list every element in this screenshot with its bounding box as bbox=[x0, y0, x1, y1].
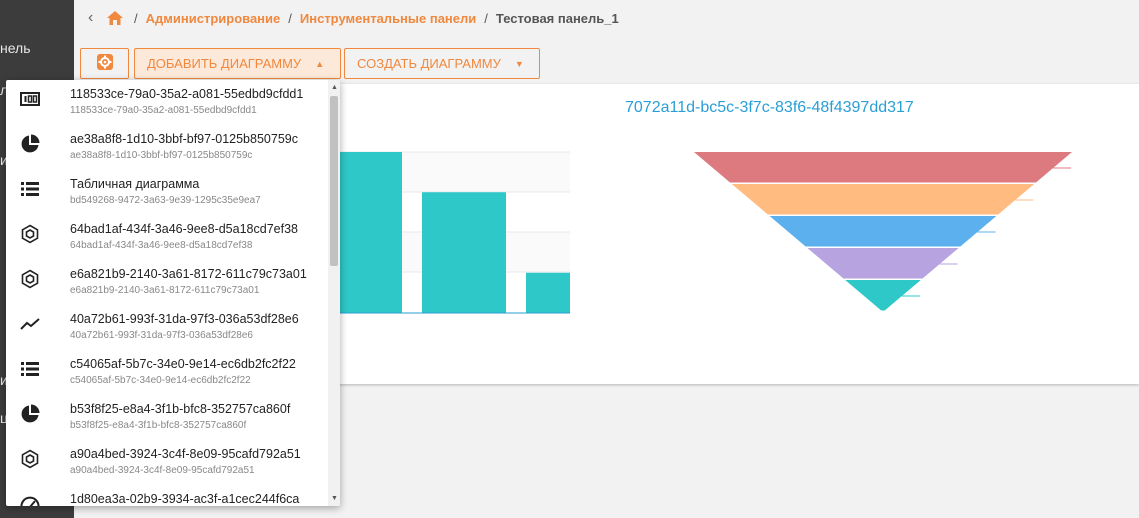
dropdown-item-subtitle: e6a821b9-2140-3a61-8172-611c79c73a01 bbox=[70, 285, 260, 296]
pie-chart-icon bbox=[19, 133, 41, 155]
funnel-slice-0[interactable] bbox=[694, 152, 1072, 183]
hexagon-icon bbox=[19, 223, 41, 245]
scroll-down-icon[interactable]: ▼ bbox=[331, 495, 338, 502]
bar-chart bbox=[318, 150, 570, 318]
dropdown-item-subtitle: 40a72b61-993f-31da-97f3-036a53df28e6 bbox=[70, 330, 253, 341]
dropdown-item-subtitle: c54065af-5b7c-34e0-9e14-ec6db2fc2f22 bbox=[70, 375, 251, 386]
dropdown-item-subtitle: a90a4bed-3924-3c4f-8e09-95cafd792a51 bbox=[70, 465, 255, 476]
create-chart-button[interactable]: СОЗДАТЬ ДИАГРАММУ ▼ bbox=[344, 48, 540, 79]
dropdown-item[interactable]: ae38a8f8-1d10-3bbf-bf97-0125b850759c ae38… bbox=[6, 125, 328, 170]
dropdown-item[interactable]: 40a72b61-993f-31da-97f3-036a53df28e6 40a7… bbox=[6, 305, 328, 350]
dropdown-item-title: e6a821b9-2140-3a61-8172-611c79c73a01 bbox=[70, 267, 307, 281]
create-chart-label: СОЗДАТЬ ДИАГРАММУ bbox=[357, 56, 501, 71]
dropdown-item[interactable]: b53f8f25-e8a4-3f1b-bfc8-352757ca860f b53f… bbox=[6, 395, 328, 440]
dropdown-item[interactable]: a90a4bed-3924-3c4f-8e09-95cafd792a51 a90a… bbox=[6, 440, 328, 485]
funnel-chart-title: 7072a11d-bc5c-3f7c-83f6-48f4397dd317 bbox=[625, 99, 914, 116]
dropdown-item-title: 1d80ea3a-02b9-3934-ac3f-a1cec244f6ca bbox=[70, 492, 300, 506]
dropdown-item[interactable]: 64bad1af-434f-3a46-9ee8-d5a18cd7ef38 64ba… bbox=[6, 215, 328, 260]
sidebar-text-fragment[interactable]: ц bbox=[0, 410, 9, 426]
breadcrumb-separator: / bbox=[134, 10, 138, 26]
dropdown-item-subtitle: 64bad1af-434f-3a46-9ee8-d5a18cd7ef38 bbox=[70, 240, 253, 251]
dropdown-item-subtitle: ae38a8f8-1d10-3bbf-bf97-0125b850759c bbox=[70, 150, 253, 161]
breadcrumb-current: Тестовая панель_1 bbox=[495, 10, 619, 26]
scrollbar-thumb[interactable] bbox=[330, 96, 338, 266]
dropdown-item-title: a90a4bed-3924-3c4f-8e09-95cafd792a51 bbox=[70, 447, 301, 461]
gauge-number-icon bbox=[19, 88, 41, 110]
bar-2[interactable] bbox=[526, 272, 570, 313]
add-chart-button[interactable]: ДОБАВИТЬ ДИАГРАММУ ▲ bbox=[134, 48, 341, 79]
breadcrumb-separator: / bbox=[484, 10, 488, 26]
hexagon-icon bbox=[19, 268, 41, 290]
funnel-slice-4[interactable] bbox=[845, 280, 921, 311]
dropdown-item-subtitle: 118533ce-79a0-35a2-a081-55edbd9cfdd1 bbox=[70, 105, 257, 116]
breadcrumb: ‹ / Администрирование / Инструментальные… bbox=[88, 8, 619, 28]
sidebar-text-fragment[interactable]: и bbox=[0, 372, 8, 388]
dropdown-item-subtitle: b53f8f25-e8a4-3f1b-bfc8-352757ca860f bbox=[70, 420, 247, 431]
dropdown-item-title: 40a72b61-993f-31da-97f3-036a53df28e6 bbox=[70, 312, 299, 326]
pie-chart-icon bbox=[19, 403, 41, 425]
dropdown-item-title: ae38a8f8-1d10-3bbf-bf97-0125b850759c bbox=[70, 132, 298, 146]
funnel-slice-1[interactable] bbox=[731, 184, 1035, 215]
funnel-slice-2[interactable] bbox=[769, 216, 997, 247]
line-chart-icon bbox=[19, 313, 41, 335]
sidebar-text-fragment[interactable]: и bbox=[0, 152, 8, 168]
caret-up-icon: ▲ bbox=[315, 58, 325, 69]
dropdown-item[interactable]: e6a821b9-2140-3a61-8172-611c79c73a01 e6a8… bbox=[6, 260, 328, 305]
sidebar-text-fragment[interactable]: л bbox=[0, 82, 9, 98]
dropdown-item-title: 64bad1af-434f-3a46-9ee8-d5a18cd7ef38 bbox=[70, 222, 298, 236]
table-list-icon bbox=[19, 178, 41, 200]
add-chart-dropdown: 118533ce-79a0-35a2-a081-55edbd9cfdd1 1185… bbox=[6, 80, 340, 506]
bar-1[interactable] bbox=[422, 192, 506, 313]
dropdown-item-title: c54065af-5b7c-34e0-9e14-ec6db2fc2f22 bbox=[70, 357, 296, 371]
sidebar-text-fragment[interactable]: нель bbox=[0, 40, 31, 56]
funnel-slice-3[interactable] bbox=[807, 248, 959, 279]
caret-down-icon: ▼ bbox=[514, 58, 524, 69]
dropdown-item[interactable]: 1d80ea3a-02b9-3934-ac3f-a1cec244f6ca bbox=[6, 485, 328, 506]
dropdown-item-title: b53f8f25-e8a4-3f1b-bfc8-352757ca860f bbox=[70, 402, 291, 416]
scroll-up-icon[interactable]: ▲ bbox=[331, 84, 338, 91]
add-chart-label: ДОБАВИТЬ ДИАГРАММУ bbox=[147, 56, 302, 71]
dropdown-item[interactable]: 118533ce-79a0-35a2-a081-55edbd9cfdd1 1185… bbox=[6, 80, 328, 125]
funnel-chart bbox=[694, 152, 1072, 311]
dropdown-scrollbar[interactable]: ▲ ▼ bbox=[328, 80, 340, 506]
dropdown-item[interactable]: Табличная диаграмма bd549268-9472-3a63-9e… bbox=[6, 170, 328, 215]
settings-button[interactable] bbox=[80, 48, 129, 79]
breadcrumb-link-administration[interactable]: Администрирование bbox=[145, 10, 281, 26]
dropdown-item-title: Табличная диаграмма bbox=[70, 177, 200, 191]
dropdown-item-subtitle: bd549268-9472-3a63-9e39-1295c35e9ea7 bbox=[70, 195, 261, 206]
hexagon-icon bbox=[19, 448, 41, 470]
table-list-icon bbox=[19, 358, 41, 380]
gear-icon bbox=[96, 53, 114, 74]
speedometer-icon bbox=[19, 493, 41, 506]
dropdown-item-title: 118533ce-79a0-35a2-a081-55edbd9cfdd1 bbox=[70, 87, 304, 101]
home-icon[interactable] bbox=[106, 9, 126, 27]
breadcrumb-link-dashboards[interactable]: Инструментальные панели bbox=[299, 10, 477, 26]
chevron-left-icon[interactable]: ‹ bbox=[88, 9, 94, 26]
breadcrumb-separator: / bbox=[288, 10, 292, 26]
dropdown-item[interactable]: c54065af-5b7c-34e0-9e14-ec6db2fc2f22 c540… bbox=[6, 350, 328, 395]
